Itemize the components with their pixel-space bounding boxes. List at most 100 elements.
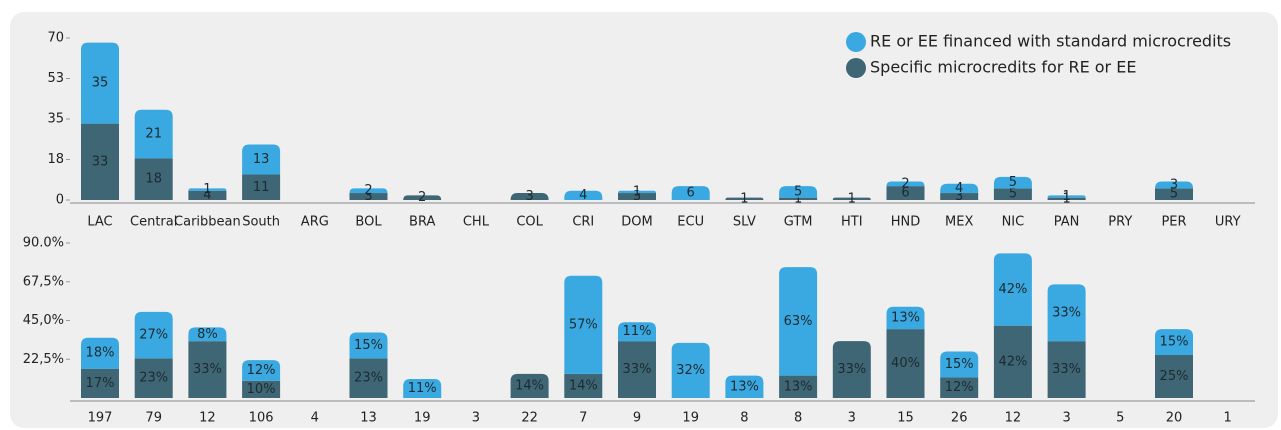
bar-segment <box>188 341 227 398</box>
bar-segment <box>349 193 388 200</box>
bar-segment <box>886 306 925 330</box>
bar-segment <box>618 193 656 200</box>
legend-label: Specific microcredits for RE or EE <box>870 58 1136 77</box>
data-label: 13% <box>730 379 759 394</box>
x-tick-label: NIC <box>1002 215 1025 230</box>
data-label: 25% <box>1160 369 1189 384</box>
bar-segment <box>564 190 603 200</box>
x-tick-label: Central <box>130 215 177 230</box>
data-label: 1 <box>1062 189 1070 204</box>
data-label: 33% <box>1052 305 1081 320</box>
bar-segment <box>671 186 710 200</box>
data-label: 17% <box>86 376 115 391</box>
x-tick-label: GTM <box>784 215 813 230</box>
bar-segment <box>81 337 119 369</box>
data-label: 10% <box>247 382 276 397</box>
data-label: 11% <box>408 381 437 396</box>
bar-segment <box>725 375 764 398</box>
x-tick-label: Caribbean <box>174 215 241 230</box>
y-tick-label: 18 <box>47 152 64 167</box>
bar-segment <box>1155 181 1193 189</box>
x-tick-label: HND <box>891 215 921 230</box>
data-label: 15% <box>945 357 974 372</box>
bar-segment <box>510 193 549 200</box>
bar-segment <box>1155 188 1193 200</box>
data-label: 13 <box>253 152 270 167</box>
bar-segment <box>403 195 442 200</box>
data-label: 33% <box>193 362 222 377</box>
data-label: 18 <box>145 172 162 187</box>
bar-segment <box>886 329 925 398</box>
data-label: 23% <box>139 371 168 386</box>
y-tick-label: 90.0% <box>23 236 64 251</box>
data-label: 63% <box>784 314 813 329</box>
bar-segment <box>886 186 925 200</box>
x-tick-label: 3 <box>848 411 856 426</box>
bar-segment <box>1155 354 1193 398</box>
x-tick-label: 26 <box>951 411 968 426</box>
y-tick-label: 70 <box>47 31 64 46</box>
x-tick-label: 9 <box>633 411 641 426</box>
bar-segment <box>564 275 603 374</box>
legend-marker <box>846 58 866 78</box>
bar-segment <box>134 358 173 398</box>
x-tick-label: 79 <box>145 411 162 426</box>
bar-segment <box>1047 197 1086 200</box>
panel <box>10 12 1278 428</box>
bar-segment <box>1047 195 1086 198</box>
x-tick-label: 3 <box>472 411 480 426</box>
data-label: 5 <box>1009 175 1017 190</box>
data-label: 4 <box>203 188 211 203</box>
data-label: 3 <box>955 189 963 204</box>
data-label: 32% <box>676 363 705 378</box>
x-tick-label: 1 <box>1224 411 1232 426</box>
legend-label: RE or EE financed with standard microcre… <box>870 32 1231 51</box>
y-tick-label: 53 <box>47 71 64 86</box>
x-tick-label: URY <box>1215 215 1241 230</box>
data-label: 6 <box>687 186 695 201</box>
data-label: 23% <box>354 371 383 386</box>
data-label: 1 <box>203 182 211 197</box>
bar-segment <box>81 42 119 124</box>
x-tick-label: 5 <box>1116 411 1124 426</box>
bar-segment <box>940 377 979 398</box>
bar-segment <box>940 183 979 194</box>
data-label: 11% <box>623 324 652 339</box>
bar-segment <box>993 325 1032 398</box>
bar-segment <box>618 322 656 342</box>
data-label: 1 <box>848 191 856 206</box>
x-tick-label: 7 <box>579 411 587 426</box>
bar-segment <box>188 327 227 342</box>
data-label: 13% <box>784 379 813 394</box>
bar-segment <box>510 373 549 398</box>
x-tick-label: 19 <box>414 411 431 426</box>
bar-segment <box>564 373 603 398</box>
data-label: 2 <box>364 183 372 198</box>
x-tick-label: DOM <box>621 215 652 230</box>
bar-segment <box>779 197 818 200</box>
bar-segment <box>832 341 871 398</box>
x-tick-label: 22 <box>521 411 538 426</box>
y-tick-label: 35 <box>47 112 64 127</box>
data-label: 5 <box>794 184 802 199</box>
y-tick-label: 22,5% <box>23 352 64 367</box>
data-label: 15% <box>1160 335 1189 350</box>
x-tick-label: COL <box>516 215 543 230</box>
bar-segment <box>242 174 281 200</box>
data-label: 57% <box>569 317 598 332</box>
x-tick-label: SLV <box>733 215 756 230</box>
bar-segment <box>779 375 818 398</box>
x-tick-label: 3 <box>1062 411 1070 426</box>
bar-segment <box>1047 341 1086 398</box>
data-label: 3 <box>525 189 533 204</box>
x-tick-label: HTI <box>841 215 863 230</box>
x-tick-label: PAN <box>1054 215 1080 230</box>
x-tick-label: 12 <box>1005 411 1022 426</box>
data-label: 35 <box>92 76 109 91</box>
data-label: 14% <box>569 378 598 393</box>
x-tick-label: 4 <box>311 411 319 426</box>
x-tick-label: PER <box>1161 215 1186 230</box>
bar-segment <box>81 123 119 200</box>
bar-segment <box>832 197 871 200</box>
bar-segment <box>671 342 710 398</box>
